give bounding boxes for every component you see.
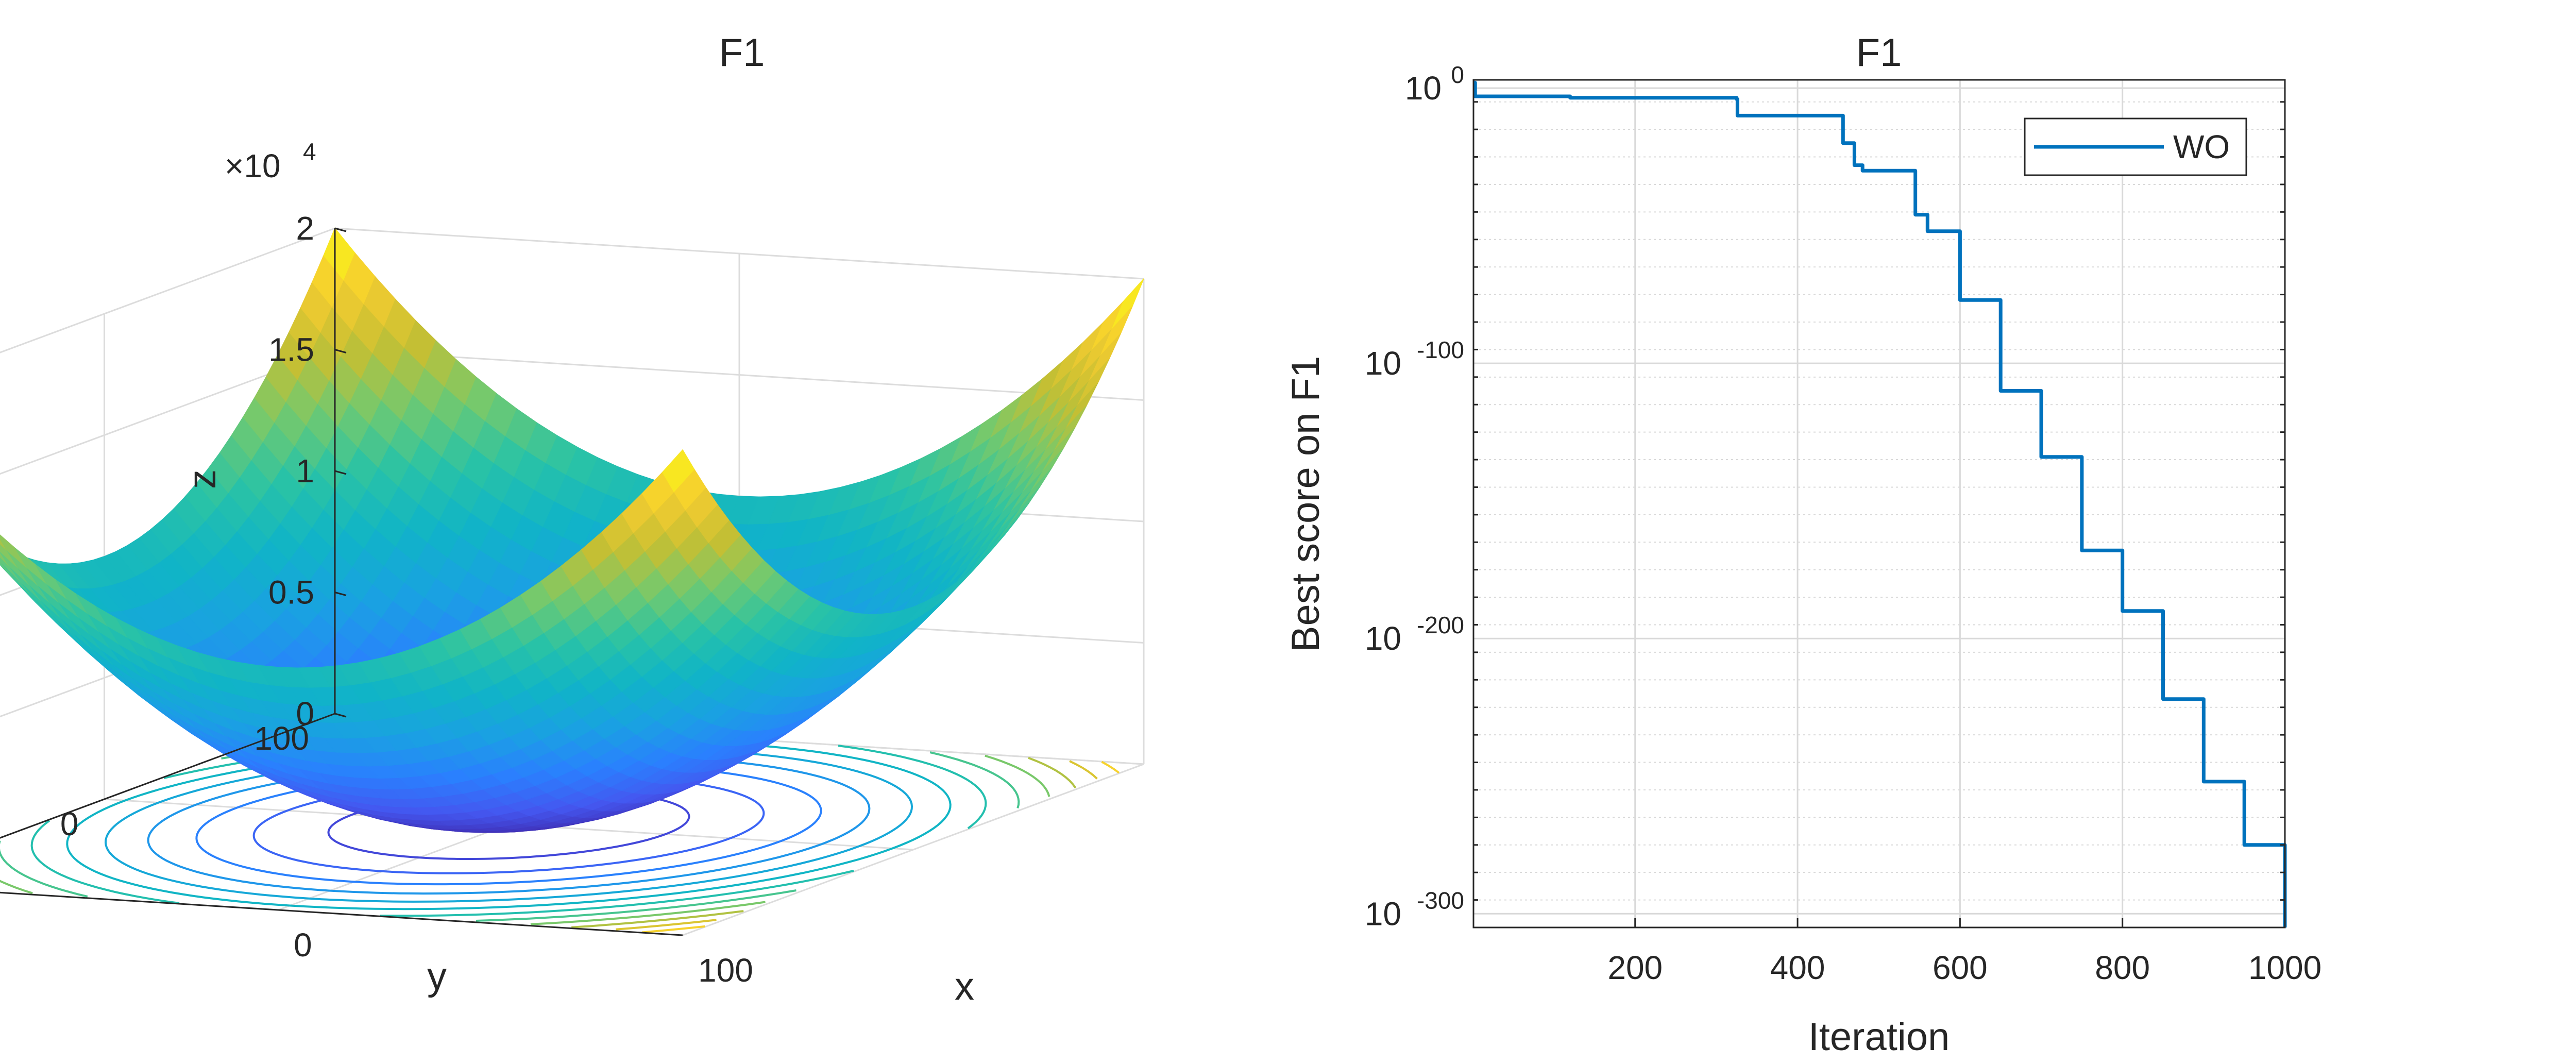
z-tick-label: 1: [296, 452, 314, 490]
plot-area-frame: [1472, 79, 2286, 929]
minor-gridlines: [1473, 101, 2285, 928]
surface-z-multiplier: ×10 4: [225, 138, 316, 184]
x-tick-labels: 200 400 600 800 1000: [1607, 949, 2321, 986]
back-wall-gridline: [334, 349, 1144, 401]
line-ylabel: Best score on F1: [1284, 356, 1328, 652]
y-tick-label: -100 10: [1365, 336, 1464, 382]
y-tick-base: 10: [1365, 895, 1401, 932]
z-tick-label: 2: [296, 210, 314, 247]
z-tick-mark: [334, 592, 347, 596]
contour-line: [252, 774, 765, 874]
surface-face: [662, 449, 695, 493]
y-tick-label: 0 10: [1405, 61, 1464, 107]
contour-line: [195, 763, 822, 886]
x-tick-label: 0: [294, 926, 312, 964]
y-tick-base: 10: [1365, 345, 1401, 382]
z-tick-mark: [334, 713, 347, 718]
z-tick-label: 0: [296, 695, 314, 732]
surface-face: [1111, 278, 1144, 330]
y-tick-base: 10: [1365, 620, 1401, 657]
y-axis-line: [0, 713, 335, 839]
z-multiplier-exponent: 4: [303, 138, 316, 165]
y-tick-exponent: -100: [1417, 336, 1464, 363]
y-tick-exponent: -200: [1417, 612, 1464, 638]
z-tick-mark: [334, 349, 347, 353]
back-wall-gridline: [0, 227, 335, 353]
contour-line: [147, 754, 871, 895]
x-axis-line: [0, 891, 683, 936]
x-tick-label: 600: [1933, 949, 1988, 986]
line-title: F1: [1856, 31, 1902, 75]
legend-label-wo: WO: [2173, 128, 2230, 165]
y-tick-base: 10: [1405, 70, 1442, 107]
series-wo-line: [1472, 80, 2287, 927]
tick-marks: [1473, 101, 2286, 929]
x-tick-label: 400: [1770, 949, 1825, 986]
y-tick-label: -200 10: [1365, 612, 1464, 657]
x-tick-label: 200: [1607, 949, 1663, 986]
y-tick-exponent: -300: [1417, 887, 1464, 914]
z-multiplier-prefix: ×10: [225, 147, 281, 184]
surface-zlabel: z: [180, 469, 224, 489]
contour-line: [66, 738, 952, 910]
y-tick-label: 0: [60, 805, 79, 842]
y-tick-label: -300 10: [1365, 887, 1464, 932]
back-wall-gridline: [334, 227, 1144, 280]
x-tick-label: 800: [2095, 949, 2150, 986]
surface-ylabel: y: [427, 954, 447, 998]
plot-area-background: [1473, 80, 2285, 927]
convergence-plot: 200 400 600 800 1000 0 10 -100 10 -200 10 -300 10 F…: [1284, 31, 2321, 1059]
line-xlabel: Iteration: [1808, 1015, 1950, 1059]
y-tick-label: 100: [254, 720, 309, 757]
contour-line: [104, 746, 913, 903]
x-tick-label: 1000: [2248, 949, 2321, 986]
surface-xlabel: x: [955, 965, 974, 1008]
x-tick-label: 100: [698, 952, 753, 989]
y-tick-labels: 0 10 -100 10 -200 10 -300 10: [1365, 61, 1464, 932]
surface-mesh: [0, 227, 1144, 833]
back-wall-gridline: [0, 349, 335, 475]
z-tick-mark: [334, 470, 347, 475]
contour-line: [327, 789, 690, 860]
surface-title: F1: [719, 31, 765, 75]
legend: WO: [2024, 117, 2247, 176]
major-gridlines: [1473, 80, 2286, 927]
z-tick-label: 1.5: [268, 331, 314, 368]
z-tick-label: 0.5: [268, 574, 314, 611]
series-wo-path: [1472, 80, 2287, 927]
y-tick-exponent: 0: [1451, 61, 1464, 88]
z-tick-mark: [334, 227, 347, 232]
